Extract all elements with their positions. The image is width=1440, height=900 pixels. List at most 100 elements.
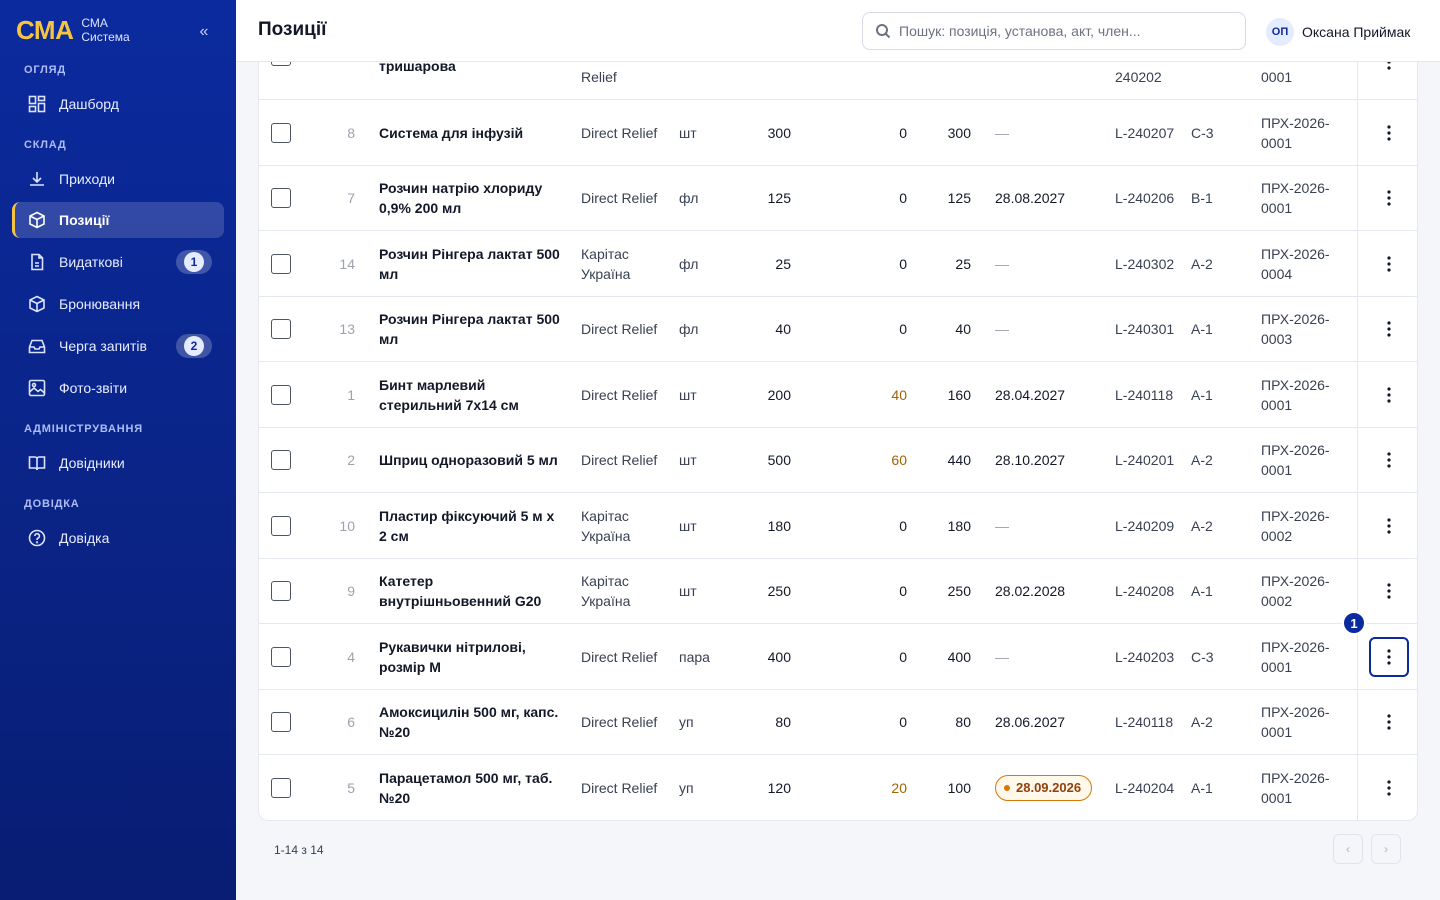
available-cell: 300: [947, 124, 971, 141]
row-actions: [1357, 100, 1417, 165]
sidebar-item-photo-reports[interactable]: Фото-звіти: [12, 370, 224, 406]
quantity-cell: 250: [767, 582, 791, 599]
row-menu-button[interactable]: [1369, 702, 1409, 742]
table-row[interactable]: 4 Рукавички нітрилові, розмір M Direct Rel…: [259, 624, 1417, 690]
expiry-cell: —: [995, 255, 1009, 272]
row-checkbox[interactable]: [271, 231, 291, 296]
row-menu-button[interactable]: [1369, 244, 1409, 284]
lot-cell: L-240302: [1115, 255, 1175, 272]
brand[interactable]: СМА СМА Система: [16, 16, 130, 44]
lot-cell: L-240209: [1115, 517, 1175, 534]
reserved-cell: 40: [891, 386, 907, 403]
sidebar-item-directories[interactable]: Довідники: [12, 445, 224, 481]
row-menu-button[interactable]: [1369, 571, 1409, 611]
more-vertical-icon: [1386, 582, 1391, 599]
available-cell: 125: [947, 189, 971, 206]
position-name: Рукавички нітрилові, розмір M: [379, 638, 526, 675]
expiry-cell: 28.02.2028: [995, 582, 1066, 599]
sidebar-item-label: Позиції: [59, 212, 110, 228]
sidebar-item-bookings[interactable]: Бронювання: [12, 286, 224, 322]
lot-cell: L-240201: [1115, 451, 1175, 468]
row-menu-button[interactable]: [1369, 375, 1409, 415]
table-row[interactable]: 6 Амоксицилін 500 мг, капс. №20 Direct Rel…: [259, 689, 1417, 755]
row-checkbox[interactable]: [271, 100, 291, 165]
search-input[interactable]: [899, 23, 1239, 39]
reserved-cell: 0: [899, 124, 907, 141]
sidebar-item-label: Фото-звіти: [59, 380, 128, 396]
sidebar-item-label: Довідка: [59, 530, 110, 546]
row-actions: [1357, 493, 1417, 558]
user-menu[interactable]: ОП Оксана Приймак: [1266, 18, 1410, 46]
nav-section-overview: ОГЛЯД: [24, 64, 66, 76]
table-row[interactable]: 13 Розчин Рінгера лактат 500 мл Direct Rel…: [259, 296, 1417, 362]
row-menu-button[interactable]: [1369, 768, 1409, 808]
table-row[interactable]: 2 Шприц одноразовий 5 мл Direct Relief шт 50…: [259, 427, 1417, 493]
more-vertical-icon: [1386, 255, 1391, 272]
donor-cell: Карітас Україна: [581, 245, 631, 282]
warning-dot-icon: [1004, 784, 1010, 791]
page-title: Позиції: [258, 19, 327, 40]
sidebar-item-help[interactable]: Довідка: [12, 520, 224, 556]
row-menu-button[interactable]: [1369, 506, 1409, 546]
row-menu-button[interactable]: [1369, 440, 1409, 480]
sidebar-item-receipts[interactable]: Приходи: [12, 161, 224, 197]
sidebar-item-label: Черга запитів: [59, 338, 147, 354]
row-checkbox[interactable]: [271, 558, 291, 623]
sidebar-item-request-queue[interactable]: Черга запитів 2: [12, 328, 224, 364]
table-row[interactable]: 7 Розчин натрію хлориду 0,9% 200 мл Direct…: [259, 165, 1417, 231]
sidebar-item-dashboard[interactable]: Дашборд: [12, 86, 224, 122]
more-vertical-icon: [1386, 713, 1391, 730]
table-row[interactable]: 8 Система для інфузій Direct Relief шт 300 0 3…: [259, 100, 1417, 166]
available-cell: 440: [947, 451, 971, 468]
location-cell: A-1: [1191, 779, 1213, 796]
row-checkbox[interactable]: [271, 296, 291, 361]
sidebar-item-label: Довідники: [59, 455, 125, 471]
row-menu-button[interactable]: [1369, 309, 1409, 349]
expiry-cell: —: [995, 320, 1009, 337]
row-actions: [1357, 755, 1417, 820]
row-checkbox[interactable]: [271, 624, 291, 689]
available-cell: 400: [947, 648, 971, 665]
table-row[interactable]: 14 Розчин Рінгера лактат 500 мл Карітас Ук…: [259, 231, 1417, 297]
row-menu-button[interactable]: [1369, 178, 1409, 218]
unit-cell: фл: [679, 255, 699, 272]
donor-cell: Direct Relief: [581, 124, 658, 141]
table-row[interactable]: 1 Бинт марлевий стерильний 7х14 см Direct …: [259, 362, 1417, 428]
row-checkbox[interactable]: [271, 427, 291, 492]
search-icon: [876, 24, 891, 39]
prev-page-button[interactable]: ‹: [1333, 834, 1363, 864]
document-cell: ПРХ-2026-0001: [1261, 114, 1330, 151]
collapse-sidebar-button[interactable]: «: [199, 23, 209, 40]
search-box[interactable]: [862, 12, 1246, 50]
document-icon: [28, 253, 46, 271]
table-row[interactable]: 10 Пластир фіксуючий 5 м х 2 см Карітас Ук…: [259, 493, 1417, 559]
row-menu-button[interactable]: [1369, 113, 1409, 153]
help-circle-icon: [28, 529, 46, 547]
row-checkbox[interactable]: [271, 165, 291, 230]
table-row[interactable]: 5 Парацетамол 500 мг, таб. №20 Direct Reli…: [259, 755, 1417, 820]
sidebar-item-expenses[interactable]: Видаткові 1: [12, 244, 224, 280]
donor-cell: Direct Relief: [581, 386, 658, 403]
row-actions: [1357, 689, 1417, 754]
row-checkbox[interactable]: [271, 689, 291, 754]
avatar: ОП: [1266, 18, 1294, 46]
row-checkbox[interactable]: [271, 362, 291, 427]
reserved-cell: 20: [891, 779, 907, 796]
more-vertical-icon: [1386, 648, 1391, 665]
row-menu-button[interactable]: [1368, 636, 1409, 677]
expiry-cell: —: [995, 517, 1009, 534]
document-cell: ПРХ-2026-0003: [1261, 310, 1330, 347]
lot-cell: L-240204: [1115, 779, 1175, 796]
lot-cell: L-240203: [1115, 648, 1175, 665]
table-row[interactable]: 9 Катетер внутрішньовенний G20 Карітас Укр…: [259, 558, 1417, 624]
position-name: Система для інфузій: [379, 124, 524, 141]
box-icon: [28, 211, 46, 229]
donor-cell: Direct Relief: [581, 189, 658, 206]
more-vertical-icon: [1386, 386, 1391, 403]
unit-cell: шт: [679, 517, 697, 534]
next-page-button[interactable]: ›: [1371, 834, 1401, 864]
row-checkbox[interactable]: [271, 493, 291, 558]
row-checkbox[interactable]: [271, 755, 291, 820]
sidebar-item-positions[interactable]: Позиції: [12, 202, 224, 238]
expiry-cell: 28.06.2027: [995, 713, 1066, 730]
